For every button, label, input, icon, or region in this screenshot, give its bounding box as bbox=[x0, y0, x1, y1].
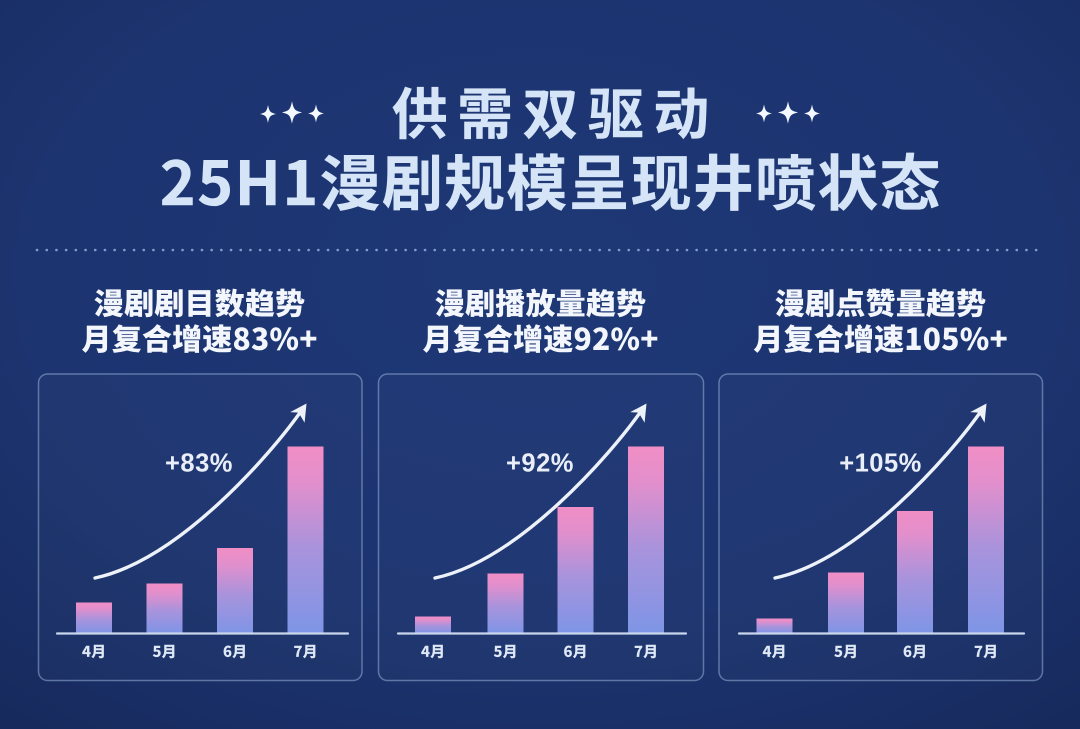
svg-text:+83%: +83% bbox=[165, 450, 233, 478]
svg-text:+105%: +105% bbox=[839, 450, 922, 478]
svg-text:+92%: +92% bbox=[506, 450, 574, 478]
